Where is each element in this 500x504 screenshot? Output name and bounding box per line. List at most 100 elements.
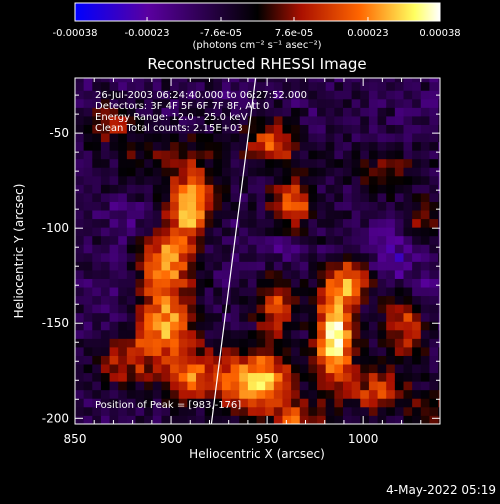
heatmap-cell bbox=[83, 389, 93, 399]
heatmap-cell bbox=[351, 278, 361, 288]
heatmap-cell bbox=[394, 201, 404, 211]
heatmap-cell bbox=[368, 116, 378, 125]
heatmap-cell bbox=[152, 235, 162, 245]
heatmap-cell bbox=[247, 175, 257, 185]
heatmap-cell bbox=[368, 78, 378, 83]
heatmap-cell bbox=[230, 312, 240, 322]
heatmap-cell bbox=[438, 270, 440, 279]
heatmap-cell bbox=[308, 415, 318, 424]
heatmap-cell bbox=[239, 381, 249, 391]
heatmap-cell bbox=[83, 184, 93, 194]
heatmap-cell bbox=[144, 364, 154, 374]
heatmap-cell bbox=[334, 167, 344, 177]
heatmap-cell bbox=[204, 338, 214, 348]
heatmap-cell bbox=[377, 184, 387, 194]
heatmap-cell bbox=[360, 312, 370, 322]
heatmap-cell bbox=[429, 98, 439, 108]
heatmap-cell bbox=[178, 355, 188, 365]
heatmap-cell bbox=[386, 150, 396, 160]
heatmap-cell bbox=[204, 81, 214, 91]
heatmap-cell bbox=[403, 381, 413, 391]
heatmap-cell bbox=[239, 261, 249, 271]
heatmap-cell bbox=[325, 347, 335, 356]
heatmap-cell bbox=[282, 150, 292, 160]
heatmap-cell bbox=[429, 364, 439, 374]
heatmap-cell bbox=[360, 415, 370, 424]
heatmap-cell bbox=[299, 158, 309, 168]
heatmap-cell bbox=[265, 372, 275, 382]
heatmap-cell bbox=[265, 210, 275, 220]
heatmap-cell bbox=[291, 98, 301, 108]
heatmap-cell bbox=[368, 406, 378, 416]
heatmap-cell bbox=[256, 107, 266, 117]
heatmap-cell bbox=[230, 167, 240, 177]
heatmap-cell bbox=[152, 116, 162, 125]
heatmap-cell bbox=[126, 107, 136, 117]
heatmap-cell bbox=[273, 406, 283, 416]
heatmap-cell bbox=[83, 406, 93, 416]
heatmap-cell bbox=[299, 150, 309, 160]
heatmap-cell bbox=[438, 210, 440, 220]
heatmap-cell bbox=[291, 193, 301, 202]
heatmap-cell bbox=[438, 304, 440, 314]
heatmap-cell bbox=[92, 141, 102, 151]
heatmap-cell bbox=[109, 158, 119, 168]
heatmap-cell bbox=[291, 381, 301, 391]
heatmap-cell bbox=[377, 235, 387, 245]
heatmap-cell bbox=[291, 81, 301, 91]
heatmap-cell bbox=[247, 124, 257, 134]
heatmap-cell bbox=[239, 312, 249, 322]
heatmap-cell bbox=[196, 415, 206, 424]
heatmap-cell bbox=[221, 381, 231, 391]
heatmap-cell bbox=[377, 415, 387, 424]
heatmap-cell bbox=[368, 90, 378, 100]
heatmap-cell bbox=[342, 244, 353, 254]
heatmap-cell bbox=[325, 261, 335, 271]
heatmap-cell bbox=[75, 210, 85, 220]
heatmap-cell bbox=[299, 304, 309, 314]
heatmap-cell bbox=[178, 406, 188, 416]
heatmap-cell bbox=[265, 355, 275, 365]
heatmap-cell bbox=[299, 270, 309, 279]
heatmap-cell bbox=[178, 158, 188, 168]
heatmap-cell bbox=[75, 338, 85, 348]
heatmap-cell bbox=[75, 90, 85, 100]
heatmap-cell bbox=[83, 107, 93, 117]
heatmap-cell bbox=[126, 244, 136, 254]
heatmap-cell bbox=[299, 193, 309, 202]
heatmap-cell bbox=[360, 107, 370, 117]
heatmap-cell bbox=[230, 158, 240, 168]
heatmap-cell bbox=[161, 415, 171, 424]
heatmap-cell bbox=[187, 287, 197, 297]
heatmap-cell bbox=[221, 261, 231, 271]
heatmap-cell bbox=[299, 347, 309, 356]
heatmap-cell bbox=[230, 218, 240, 228]
heatmap-cell bbox=[394, 321, 404, 331]
heatmap-cell bbox=[273, 270, 283, 279]
heatmap-cell bbox=[126, 141, 136, 151]
heatmap-cell bbox=[342, 364, 353, 374]
heatmap-cell bbox=[75, 355, 85, 365]
heatmap-cell bbox=[109, 193, 119, 202]
heatmap-cell bbox=[386, 227, 396, 237]
heatmap-cell bbox=[187, 150, 197, 160]
heatmap-cell bbox=[412, 227, 422, 237]
heatmap-cell bbox=[412, 364, 422, 374]
heatmap-cell bbox=[377, 167, 387, 177]
heatmap-cell bbox=[239, 415, 249, 424]
heatmap-cell bbox=[204, 141, 214, 151]
heatmap-cell bbox=[109, 244, 119, 254]
heatmap-cell bbox=[386, 347, 396, 356]
heatmap-cell bbox=[144, 124, 154, 134]
heatmap-cell bbox=[213, 116, 223, 125]
heatmap-cell bbox=[75, 312, 85, 322]
heatmap-cell bbox=[204, 227, 214, 237]
heatmap-cell bbox=[291, 227, 301, 237]
heatmap-cell bbox=[438, 287, 440, 297]
heatmap-cell bbox=[230, 193, 240, 202]
heatmap-cell bbox=[204, 124, 214, 134]
heatmap-cell bbox=[161, 278, 171, 288]
heatmap-cell bbox=[386, 184, 396, 194]
heatmap-cell bbox=[118, 347, 128, 356]
